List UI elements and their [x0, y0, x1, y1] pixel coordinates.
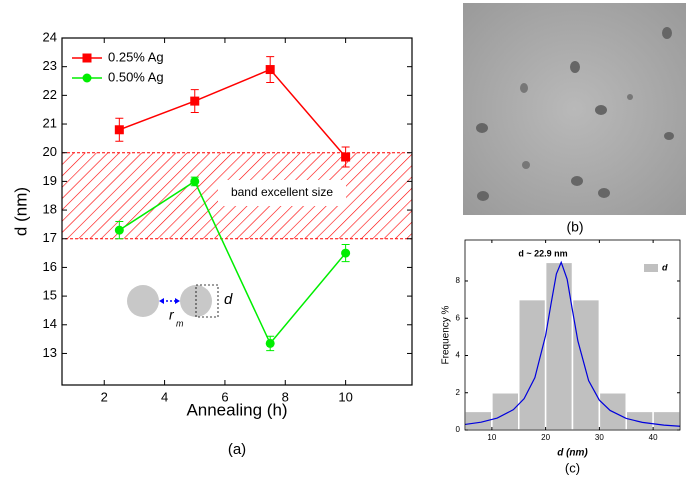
hist-bar	[571, 298, 601, 431]
band-label: band excellent size	[231, 185, 333, 199]
y-tick-label: 13	[43, 345, 57, 360]
y-tick-label: 8	[456, 276, 461, 285]
y-tick-label: 20	[43, 144, 57, 159]
marker	[114, 225, 124, 235]
micrograph	[463, 3, 686, 215]
inset-r-subscript: m	[176, 318, 184, 328]
y-tick-label: 2	[456, 388, 461, 397]
marker	[190, 176, 200, 186]
y-tick-label: 23	[43, 58, 57, 73]
legend-label: 0.25% Ag	[108, 49, 164, 64]
panel-caption: (b)	[566, 219, 583, 235]
y-tick-label: 16	[43, 259, 57, 274]
x-tick-label: 4	[161, 389, 168, 404]
y-tick-label: 24	[43, 29, 57, 44]
hist-bar	[625, 410, 654, 431]
marker	[265, 338, 275, 348]
y-axis-label: Frequency %	[441, 305, 452, 364]
x-tick-label: 40	[649, 433, 658, 442]
marker	[114, 125, 124, 135]
y-axis-label: d (nm)	[11, 187, 30, 236]
marker	[265, 65, 275, 75]
x-tick-label: 8	[282, 389, 289, 404]
hist-bar	[518, 298, 547, 431]
legend-label: 0.50% Ag	[108, 69, 164, 84]
band-label-bg	[218, 180, 346, 206]
y-tick-label: 19	[43, 173, 57, 188]
y-tick-label: 22	[43, 87, 57, 102]
x-axis-label: d (nm)	[557, 448, 588, 459]
x-tick-label: 20	[541, 433, 550, 442]
inset-arrowheads	[159, 298, 180, 304]
series-line	[119, 68, 347, 158]
y-tick-label: 4	[456, 351, 461, 360]
legend-swatch	[644, 264, 658, 272]
inset-box	[195, 284, 219, 318]
y-tick-label: 18	[43, 202, 57, 217]
legend-label: d	[662, 262, 668, 272]
plot-frame	[61, 37, 413, 386]
y-tick-label: 17	[43, 230, 57, 245]
inset-d-label: d	[224, 291, 233, 308]
legend-marker	[82, 53, 92, 63]
x-axis-label: Annealing (h)	[186, 400, 287, 419]
marker	[190, 96, 200, 106]
x-tick-label: 30	[595, 433, 604, 442]
y-tick-label: 0	[456, 425, 461, 434]
inset-r-label: r	[169, 307, 175, 323]
x-tick-label: 2	[101, 389, 108, 404]
legend-marker	[82, 73, 92, 83]
annotation: d ~ 22.9 nm	[518, 248, 567, 258]
y-tick-label: 14	[43, 316, 57, 331]
x-tick-label: 10	[487, 433, 496, 442]
plot-frame	[464, 239, 681, 431]
x-tick-label: 6	[221, 389, 228, 404]
inset-particle	[127, 285, 159, 317]
x-tick-label: 10	[338, 389, 352, 404]
y-tick-label: 6	[456, 313, 461, 322]
fit-curve	[464, 260, 681, 427]
series-line	[118, 180, 347, 345]
caption: (a)	[228, 441, 246, 458]
hist-bar	[544, 261, 574, 431]
marker	[341, 248, 351, 258]
y-tick-label: 21	[43, 115, 57, 130]
hist-bar	[652, 410, 681, 431]
hist-bar	[491, 391, 520, 431]
caption: (c)	[565, 460, 580, 475]
marker	[341, 152, 351, 162]
y-tick-label: 15	[43, 288, 57, 303]
